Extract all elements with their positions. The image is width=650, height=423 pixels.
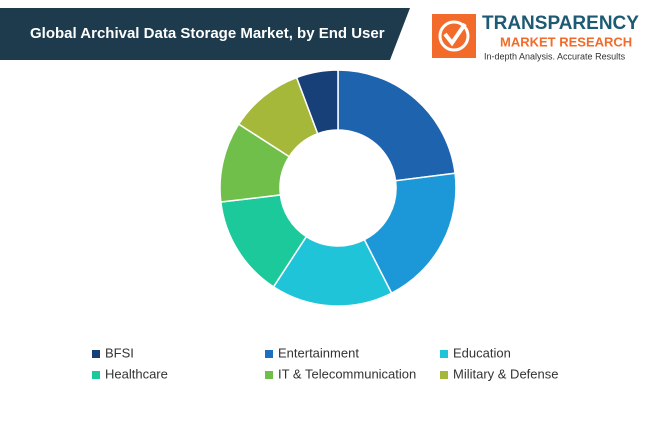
legend-swatch: [265, 371, 273, 379]
legend-swatch: [265, 350, 273, 358]
logo-name: TRANSPARENCY: [482, 13, 639, 34]
legend-label: BFSI: [105, 345, 134, 360]
legend-label: Military & Defense: [453, 366, 558, 381]
legend-swatch: [440, 350, 448, 358]
logo-ring: [438, 20, 470, 52]
title-banner: [0, 8, 410, 60]
logo-tagline: In-depth Analysis. Accurate Results: [484, 51, 626, 61]
legend-label: Education: [453, 345, 511, 360]
logo-subname: MARKET RESEARCH: [500, 34, 632, 49]
legend-label: Healthcare: [105, 366, 168, 381]
donut-slice: [295, 69, 339, 135]
donut-slice: [337, 69, 456, 182]
legend-swatch: [440, 371, 448, 379]
logo: TRANSPARENCY MARKET RESEARCH In-depth An…: [432, 13, 639, 61]
legend-label: IT & Telecommunication: [278, 366, 416, 381]
chart-title: Global Archival Data Storage Market, by …: [30, 25, 385, 42]
legend-swatch: [92, 350, 100, 358]
legend-label: Entertainment: [278, 345, 359, 360]
logo-check: [443, 22, 467, 47]
legend-swatch: [92, 371, 100, 379]
